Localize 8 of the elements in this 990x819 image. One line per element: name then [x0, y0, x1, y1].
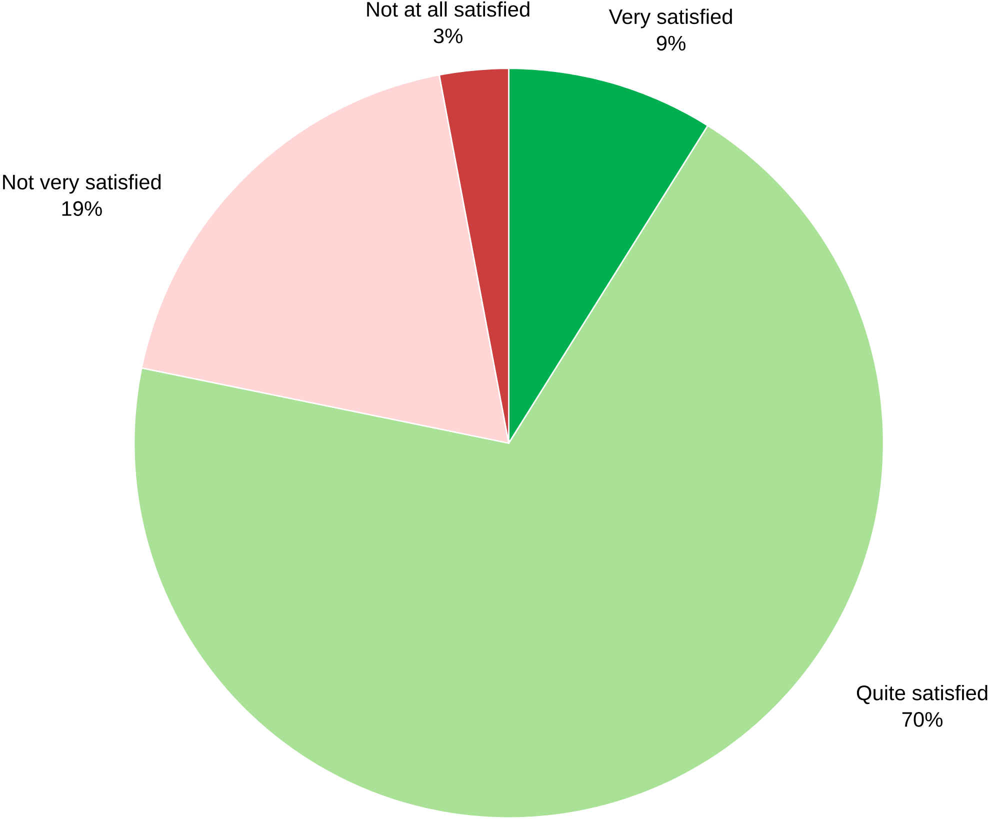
slice-label: Quite satisfied [856, 685, 988, 704]
data-label: 3% [434, 28, 462, 44]
data-label: 19% [62, 201, 102, 216]
data-label: 9% [656, 36, 686, 51]
slice-label: Not at all satisfied [367, 2, 530, 17]
data-label: 70% [902, 712, 942, 728]
slice-label: Very satisfied [608, 8, 732, 28]
slice-label: Not very satisfied [3, 174, 161, 194]
